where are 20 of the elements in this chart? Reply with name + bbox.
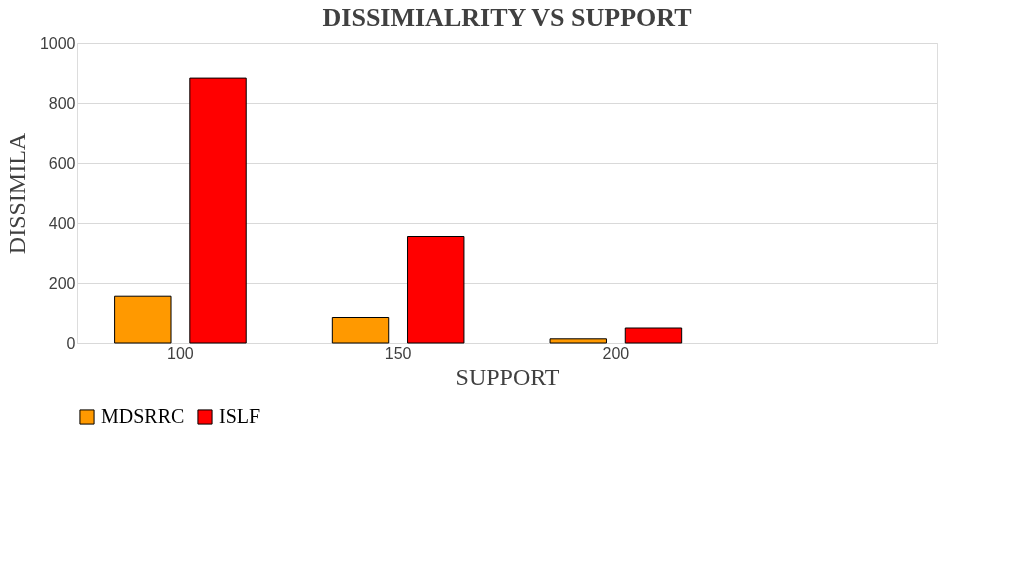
bar — [549, 338, 607, 344]
x-tick-label: 150 — [384, 344, 412, 362]
y-tick-label: 200 — [48, 274, 76, 292]
x-axis-title: SUPPORT — [455, 363, 560, 390]
y-tick-label: 600 — [48, 154, 76, 172]
bar — [331, 317, 390, 344]
y-tick-label: 1000 — [39, 34, 76, 52]
y-axis-title: DISSIMILA — [3, 132, 30, 255]
x-tick-label: 200 — [602, 344, 630, 362]
y-tick-label: 400 — [48, 214, 76, 232]
y-tick-label: 800 — [48, 94, 76, 112]
bar — [624, 327, 683, 344]
chart-title: DISSIMIALRITY VS SUPPORT — [322, 3, 692, 32]
bar — [114, 295, 172, 344]
legend-label: ISLF — [219, 405, 261, 427]
bar — [189, 77, 247, 344]
bar — [407, 236, 465, 344]
y-tick-label: 0 — [66, 334, 76, 352]
x-tick-label: 100 — [167, 344, 194, 362]
legend-label: MDSRRC — [101, 405, 185, 427]
